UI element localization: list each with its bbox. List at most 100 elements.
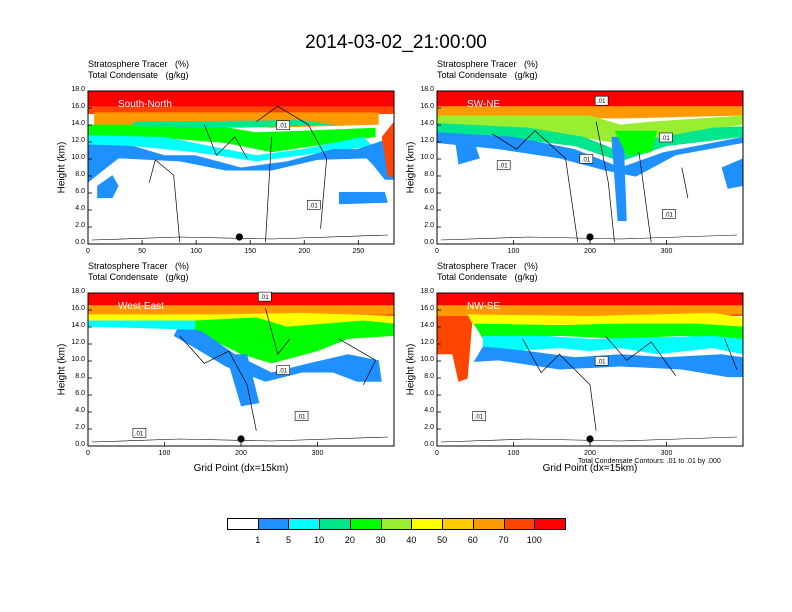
x-tick-label: 100 [158,450,171,457]
y-axis-label: Height (km) [56,141,68,193]
tracer-region [88,320,196,330]
x-tick-label: 250 [352,248,365,255]
contour-label-box [594,356,609,366]
condensate-contour [203,124,248,159]
contour-label: .01 [260,295,269,301]
x-tick-label: 300 [660,450,673,457]
y-tick-label: 18.0 [420,288,434,295]
y-tick-label: 0.0 [424,441,434,448]
colorbar-label: 70 [498,535,509,545]
location-marker [235,233,243,241]
heatmap-svg: West-East .01 .01 .01 .01 [87,291,395,447]
contour-label-box [472,411,487,421]
y-tick-label: 0.0 [75,239,85,246]
chart-panel-1: South-North .01 .01 [87,90,395,245]
y-tick-label: 2.0 [75,222,85,229]
condensate-contour [595,121,615,243]
y-tick-label: 10.0 [420,154,434,161]
colorbar-swatch [442,518,474,530]
contour-label-box [294,411,309,421]
condensate-contour [522,338,597,431]
x-tick-label: 100 [507,450,520,457]
panel-title: Stratosphere Tracer (%) Total Condensate… [437,59,539,80]
contour-label-box [579,154,594,164]
y-tick-label: 10.0 [71,356,85,363]
tracer-region [467,312,743,327]
tracer-region [437,132,743,177]
y-tick-label: 2.0 [75,424,85,431]
colorbar-label: 5 [285,535,291,545]
contour-label-box [662,209,676,219]
y-tick-label: 10.0 [71,154,85,161]
y-tick-label: 12.0 [420,137,434,144]
y-tick-label: 8.0 [75,373,85,380]
tracer-band-second [88,106,394,114]
heatmap-svg: NW-SE .01 .01 [436,292,744,447]
tracer-region [173,323,382,382]
contour-label-box [276,120,291,131]
x-tick-label: 100 [507,248,520,255]
contour-note: Total Condensate Contours: .01 to .01 by… [578,458,721,465]
contour-label-box [132,427,147,438]
y-tick-label: 8.0 [75,171,85,178]
y-tick-label: 2.0 [424,424,434,431]
tracer-region [381,121,394,177]
colorbar-swatch [472,518,505,530]
condensate-contour [681,167,689,199]
contour-label: .01 [475,414,484,420]
ground-contour [91,234,389,241]
x-tick-label: 200 [235,450,247,457]
location-marker [237,435,245,443]
y-tick-label: 8.0 [424,373,434,380]
contour-label: .01 [499,164,508,170]
chart-panel-4: NW-SE .01 .01 [436,292,744,447]
tracer-region [88,305,394,316]
x-tick-label: 0 [435,248,439,255]
heatmap-svg: South-North .01 .01 [87,90,395,245]
x-tick-label: 300 [660,248,673,255]
x-tick-label: 200 [584,248,596,255]
colorbar-swatch [411,518,444,530]
y-tick-label: 0.0 [424,239,434,246]
x-tick-label: 0 [435,450,439,457]
y-tick-label: 14.0 [420,322,434,329]
panel-title: Stratosphere Tracer (%) Total Condensate… [437,261,539,282]
colorbar-label: 50 [437,535,448,545]
tracer-region [437,305,474,382]
y-tick-label: 6.0 [424,390,434,397]
tracer-region [721,158,743,189]
colorbar-label: 1 [255,535,261,545]
condensate-contour [491,130,579,243]
tracer-region [614,130,658,156]
x-axis-label: Grid Point (dx=15km) [193,463,289,474]
y-tick-label: 8.0 [424,171,434,178]
condensate-contour [148,159,181,243]
y-tick-label: 4.0 [75,205,85,212]
contour-label-box [594,95,609,106]
y-tick-label: 14.0 [71,120,85,127]
tracer-region [437,123,743,162]
condensate-contour [605,335,676,376]
y-axis-label: Height (km) [56,343,68,395]
tracer-region [473,323,743,339]
y-tick-label: 6.0 [75,188,85,195]
tracer-region [338,191,388,205]
condensate-contour [265,136,272,243]
y-tick-label: 14.0 [71,322,85,329]
colorbar-label: 10 [314,535,325,545]
chart-main-title: 2014-03-02_21:00:00 [305,32,487,53]
y-tick-label: 4.0 [424,407,434,414]
y-tick-label: 2.0 [424,222,434,229]
colorbar-label: 30 [375,535,386,545]
x-tick-label: 200 [584,450,596,457]
heatmap-svg: SW-NE .01 .01 .01 .01 .01 [436,90,744,245]
panel-title: Stratosphere Tracer (%) Total Condensate… [88,261,190,282]
contour-label: .01 [135,431,144,437]
location-marker [586,435,594,443]
y-tick-label: 12.0 [71,339,85,346]
colorbar-swatch [227,518,259,530]
colorbar-swatch [319,518,351,530]
contour-label: .01 [597,99,606,105]
tracer-region [455,139,480,165]
colorbar-label: 20 [344,535,355,545]
